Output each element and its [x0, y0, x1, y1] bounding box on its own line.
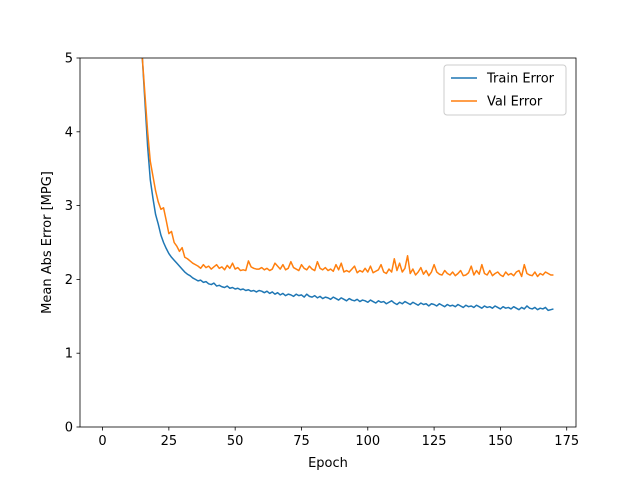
- y-tick-label: 4: [65, 125, 73, 140]
- y-axis-label: Mean Abs Error [MPG]: [40, 171, 55, 314]
- y-tick-label: 3: [65, 199, 73, 214]
- line-series: [141, 58, 554, 278]
- y-tick-label: 1: [65, 347, 73, 362]
- legend-label: Train Error: [486, 72, 555, 87]
- x-tick-label: 50: [227, 434, 244, 449]
- x-tick-label: 75: [293, 434, 310, 449]
- plot-frame: [79, 57, 577, 428]
- line-series: [141, 58, 554, 312]
- x-axis-label: Epoch: [308, 456, 348, 471]
- y-tick-label: 0: [65, 421, 73, 436]
- x-tick-label: 100: [355, 434, 380, 449]
- x-tick-label: 125: [422, 434, 447, 449]
- x-tick-label: 175: [554, 434, 579, 449]
- y-tick-label: 2: [65, 273, 73, 288]
- plot-lines: [141, 58, 554, 312]
- x-tick-label: 0: [98, 434, 106, 449]
- x-tick-label: 150: [488, 434, 513, 449]
- legend-label: Val Error: [487, 95, 543, 110]
- y-tick-label: 5: [65, 52, 73, 67]
- x-tick-label: 25: [161, 434, 178, 449]
